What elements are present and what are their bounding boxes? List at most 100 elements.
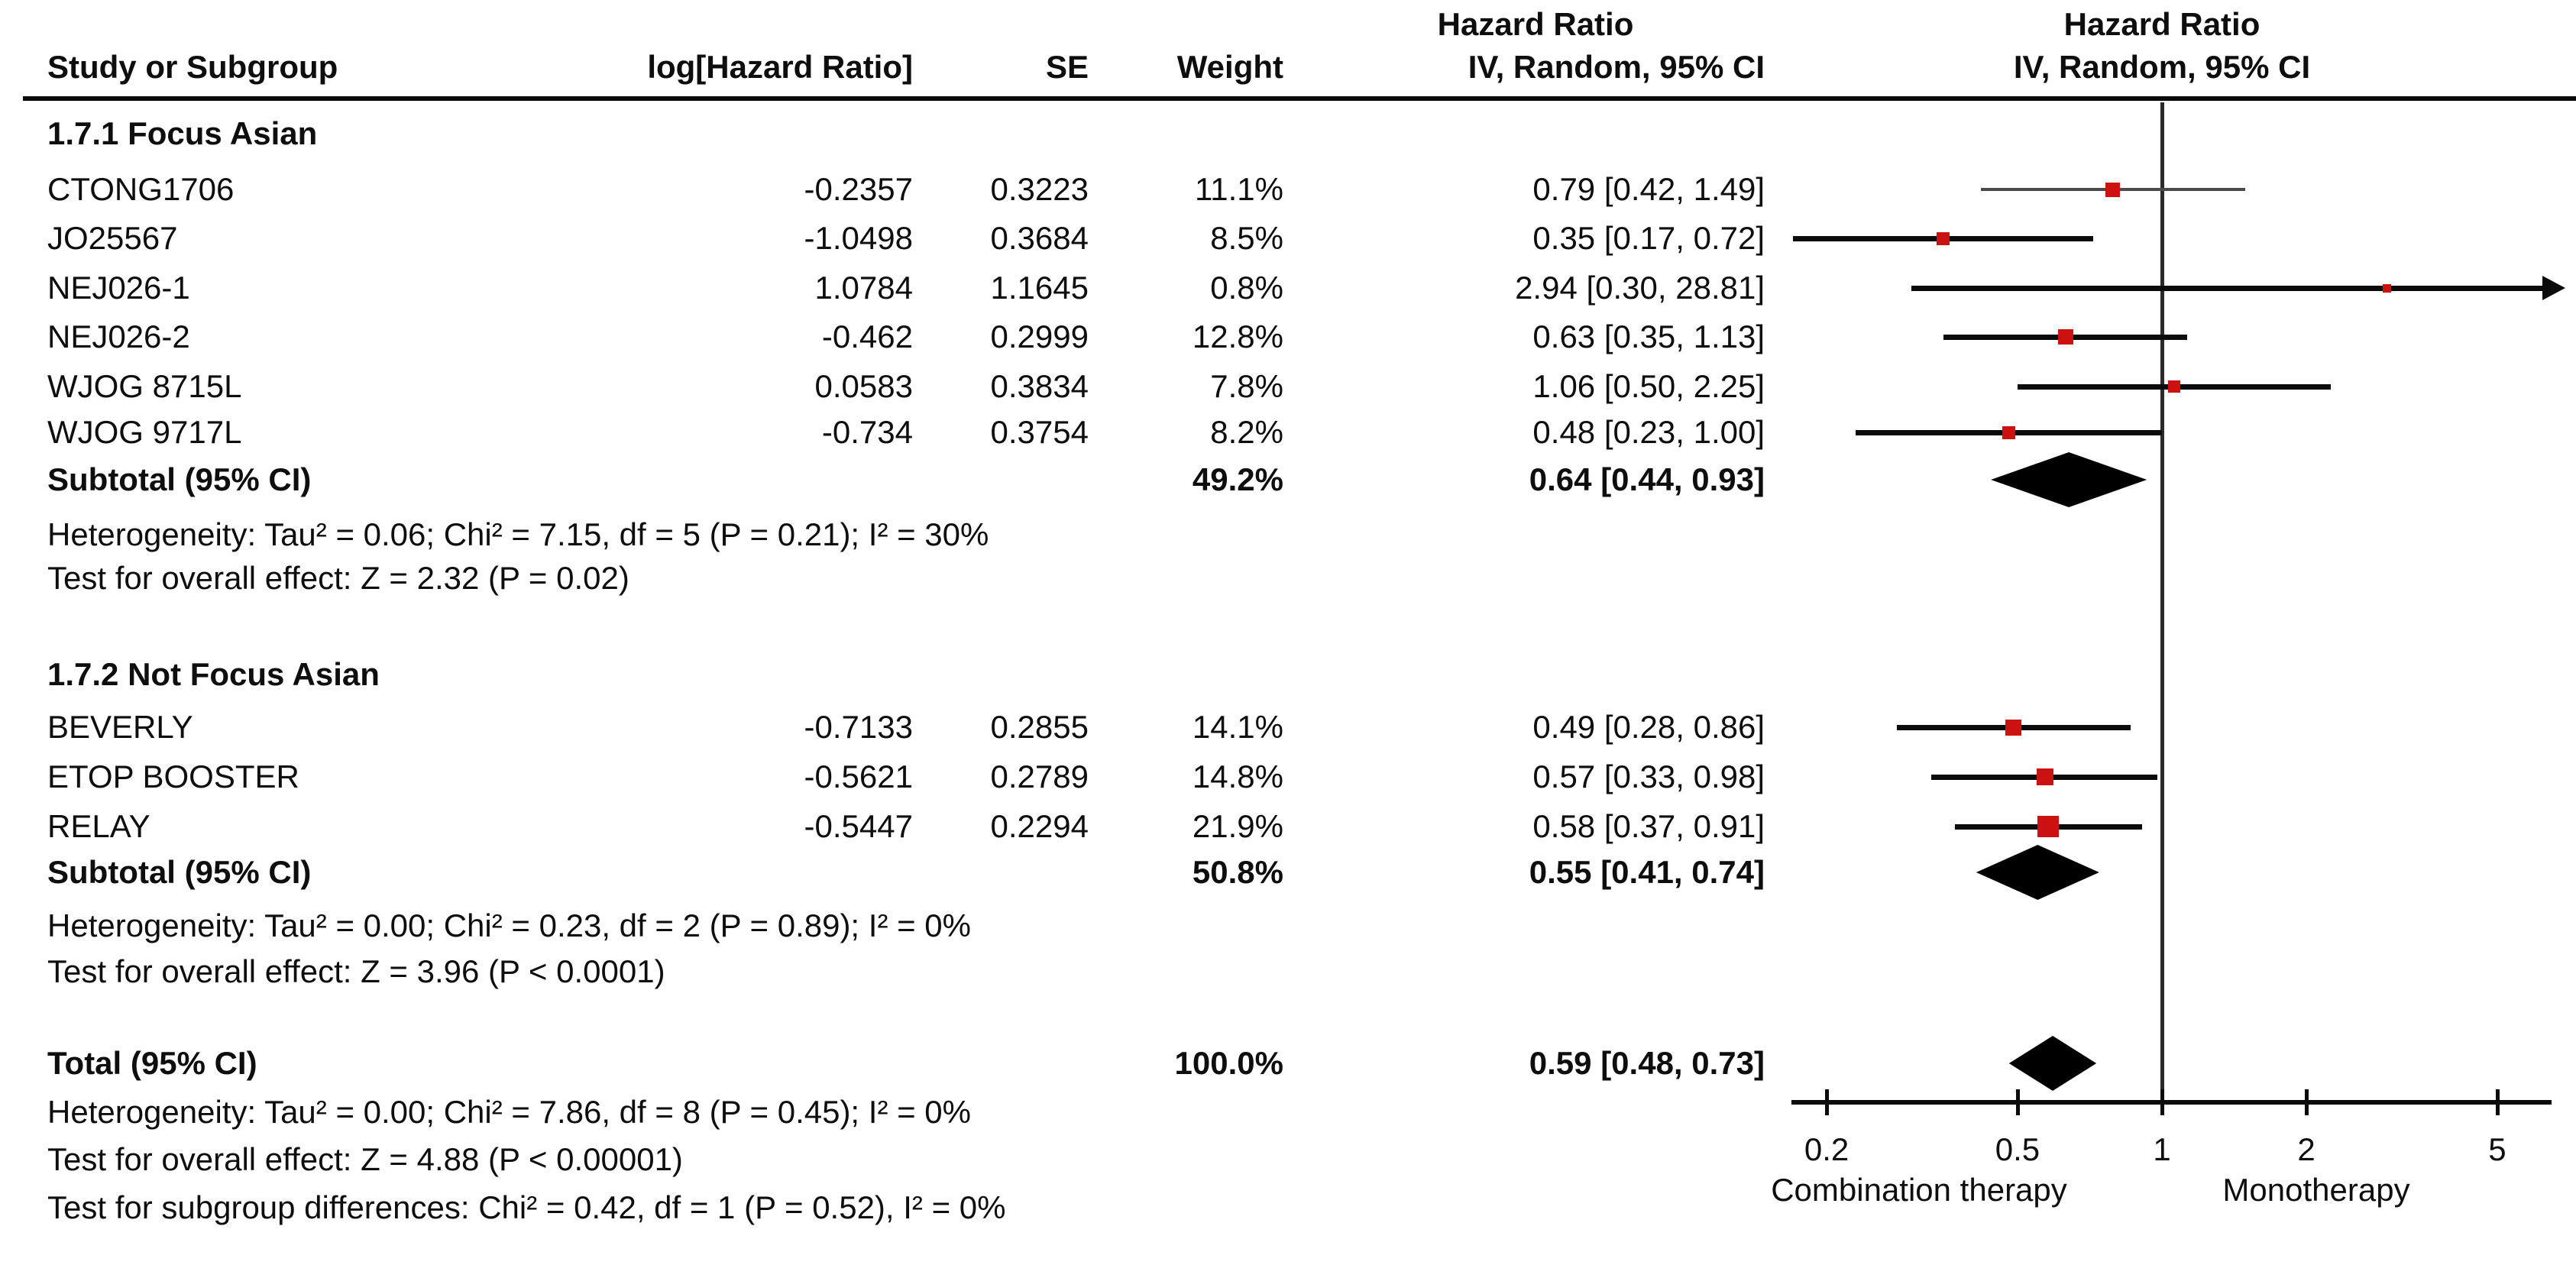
study-name: WJOG 8715L [47, 368, 242, 404]
log-hr-cell: -0.734 [821, 414, 913, 450]
effect-marker [2105, 182, 2121, 197]
study-name: ETOP BOOSTER [47, 759, 299, 794]
subtotal-ci-text: 0.64 [0.44, 0.93] [1529, 461, 1765, 497]
ci-text-cell: 0.48 [0.23, 1.00] [1532, 414, 1765, 450]
weight-cell: 14.1% [1192, 709, 1283, 745]
se-cell: 0.2294 [990, 808, 1089, 844]
study-name: WJOG 9717L [47, 414, 242, 450]
se-cell: 0.3834 [990, 368, 1089, 404]
pooled-diamond [1991, 452, 2147, 507]
log-hr-cell: 1.0784 [814, 270, 913, 306]
axis-tick-label: 1 [2153, 1131, 2171, 1167]
column-header-ci-plot: IV, Random, 95% CI [2013, 49, 2311, 85]
total-heterogeneity-text: Heterogeneity: Tau² = 0.00; Chi² = 7.86,… [47, 1094, 971, 1130]
subgroup-differences-text: Test for subgroup differences: Chi² = 0.… [47, 1189, 1006, 1225]
log-hr-cell: -0.7133 [804, 709, 913, 745]
effect-marker [2037, 816, 2060, 837]
heterogeneity-text: Heterogeneity: Tau² = 0.00; Chi² = 0.23,… [47, 907, 971, 943]
axis-tick-label: 2 [2297, 1131, 2315, 1167]
se-cell: 1.1645 [990, 270, 1089, 306]
subtotal-label: Subtotal (95% CI) [47, 461, 312, 497]
total-weight: 100.0% [1174, 1045, 1283, 1081]
study-name: RELAY [47, 808, 150, 844]
axis-tick [2160, 1089, 2164, 1115]
axis-tick [2495, 1089, 2500, 1115]
study-name: CTONG1706 [47, 171, 235, 207]
axis-tick-label: 5 [2488, 1131, 2506, 1167]
ci-text-cell: 0.58 [0.37, 0.91] [1532, 808, 1765, 844]
log-hr-cell: -1.0498 [804, 220, 913, 256]
se-cell: 0.3684 [990, 220, 1089, 256]
pooled-diamond [2008, 1036, 2097, 1091]
ci-text-cell: 0.79 [0.42, 1.49] [1532, 171, 1765, 207]
study-name: NEJ026-1 [47, 270, 190, 306]
weight-cell: 7.8% [1210, 368, 1283, 404]
column-header-study: Study or Subgroup [47, 49, 338, 85]
ci-text-cell: 0.35 [0.17, 0.72] [1532, 220, 1765, 256]
log-hr-cell: -0.462 [821, 319, 913, 354]
effect-marker [2057, 329, 2073, 345]
column-header-weight: Weight [1176, 49, 1283, 85]
x-axis [1791, 1100, 2552, 1105]
ci-text-cell: 0.63 [0.35, 1.13] [1532, 319, 1765, 354]
null-line [2160, 102, 2164, 1102]
subtotal-weight: 49.2% [1192, 461, 1283, 497]
axis-caption-right: Monotherapy [2222, 1172, 2410, 1208]
se-cell: 0.3754 [990, 414, 1089, 450]
axis-tick [2305, 1089, 2309, 1115]
header-rule [23, 96, 2576, 101]
weight-cell: 11.1% [1195, 171, 1283, 207]
ci-text-cell: 0.57 [0.33, 0.98] [1532, 759, 1765, 794]
axis-tick [1825, 1089, 1830, 1115]
column-header-se: SE [1045, 49, 1089, 85]
axis-caption-left: Combination therapy [1771, 1172, 2067, 1208]
study-name: JO25567 [47, 220, 178, 256]
ci-line [1911, 285, 2544, 291]
ci-arrow-right-icon [2542, 276, 2565, 300]
ci-text-cell: 2.94 [0.30, 28.81] [1515, 270, 1765, 306]
total-label: Total (95% CI) [47, 1045, 257, 1081]
log-hr-cell: -0.5621 [804, 759, 913, 794]
total-overall-effect-text: Test for overall effect: Z = 4.88 (P < 0… [47, 1141, 683, 1177]
effect-marker [2005, 719, 2021, 736]
hazard-ratio-header-text-col: Hazard Ratio [1437, 6, 1634, 42]
effect-marker [2382, 283, 2391, 293]
weight-cell: 12.8% [1192, 319, 1283, 354]
overall-effect-text: Test for overall effect: Z = 2.32 (P = 0… [47, 560, 629, 596]
effect-marker [1937, 231, 1950, 245]
subtotal-weight: 50.8% [1192, 854, 1283, 890]
effect-marker [2002, 425, 2016, 439]
overall-effect-text: Test for overall effect: Z = 3.96 (P < 0… [47, 953, 665, 989]
total-ci-text: 0.59 [0.48, 0.73] [1529, 1045, 1765, 1081]
subtotal-ci-text: 0.55 [0.41, 0.74] [1529, 854, 1765, 890]
weight-cell: 8.2% [1210, 414, 1283, 450]
log-hr-cell: 0.0583 [814, 368, 913, 404]
weight-cell: 8.5% [1210, 220, 1283, 256]
axis-tick-label: 0.5 [1995, 1131, 2040, 1167]
axis-tick-label: 0.2 [1804, 1131, 1849, 1167]
log-hr-cell: -0.2357 [804, 171, 913, 207]
subgroup-header: 1.7.2 Not Focus Asian [47, 656, 380, 692]
weight-cell: 14.8% [1192, 759, 1283, 794]
ci-text-cell: 0.49 [0.28, 0.86] [1532, 709, 1765, 745]
pooled-diamond [1976, 845, 2099, 900]
se-cell: 0.2999 [990, 319, 1089, 354]
se-cell: 0.2789 [990, 759, 1089, 794]
axis-tick [2015, 1089, 2020, 1115]
subtotal-label: Subtotal (95% CI) [47, 854, 312, 890]
ci-text-cell: 1.06 [0.50, 2.25] [1532, 368, 1765, 404]
effect-marker [2036, 768, 2053, 785]
heterogeneity-text: Heterogeneity: Tau² = 0.06; Chi² = 7.15,… [47, 516, 989, 552]
se-cell: 0.2855 [990, 709, 1089, 745]
subgroup-header: 1.7.1 Focus Asian [47, 115, 318, 151]
se-cell: 0.3223 [990, 171, 1089, 207]
column-header-ci-text: IV, Random, 95% CI [1468, 49, 1765, 85]
hazard-ratio-header-plot-col: Hazard Ratio [2063, 6, 2260, 42]
effect-marker [2167, 380, 2180, 393]
study-name: BEVERLY [47, 709, 193, 745]
log-hr-cell: -0.5447 [804, 808, 913, 844]
column-header-log-hr: log[Hazard Ratio] [647, 49, 913, 85]
weight-cell: 21.9% [1192, 808, 1283, 844]
study-name: NEJ026-2 [47, 319, 190, 354]
